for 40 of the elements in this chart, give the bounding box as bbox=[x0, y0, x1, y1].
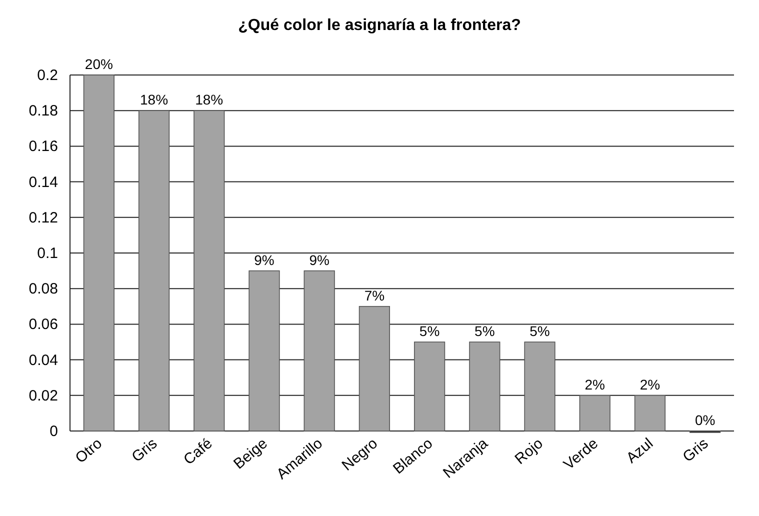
data-label: 2% bbox=[584, 376, 605, 392]
data-label: 18% bbox=[195, 92, 224, 108]
x-tick-label: Café bbox=[180, 435, 216, 468]
x-tick-label: Otro bbox=[72, 435, 106, 467]
y-tick-label: 0.08 bbox=[28, 280, 58, 298]
bar bbox=[579, 395, 610, 432]
bar bbox=[138, 110, 170, 432]
y-tick-label: 0.06 bbox=[28, 316, 58, 334]
bar bbox=[414, 342, 446, 432]
x-tick-label: Rojo bbox=[512, 435, 546, 468]
bar bbox=[194, 110, 225, 432]
bar bbox=[634, 395, 666, 432]
y-tick-label: 0.1 bbox=[37, 245, 58, 262]
data-label: 7% bbox=[364, 287, 385, 304]
y-tick-label: 0.02 bbox=[28, 387, 58, 404]
data-label: 9% bbox=[309, 252, 330, 268]
data-label: 0% bbox=[694, 412, 716, 428]
bar bbox=[469, 342, 500, 432]
y-tick-label: 0.18 bbox=[28, 102, 58, 120]
y-tick-label: 0.16 bbox=[28, 138, 58, 156]
x-tick-label: Gris bbox=[680, 435, 712, 466]
y-tick-label: 0.04 bbox=[28, 352, 58, 369]
x-tick-label: Gris bbox=[128, 435, 161, 466]
bar bbox=[358, 306, 390, 432]
data-label: 5% bbox=[530, 323, 550, 339]
y-tick-label: 0.2 bbox=[37, 67, 58, 84]
bar bbox=[304, 270, 335, 432]
data-label: 9% bbox=[254, 252, 274, 268]
bar bbox=[248, 270, 280, 432]
y-tick-label: 0.12 bbox=[28, 209, 58, 226]
data-label: 2% bbox=[640, 376, 660, 392]
chart-title: ¿Qué color le asignaría a la frontera? bbox=[238, 17, 521, 34]
data-label: 5% bbox=[474, 323, 495, 339]
data-label: 18% bbox=[140, 92, 168, 108]
bar bbox=[83, 74, 114, 432]
data-label: 20% bbox=[84, 56, 113, 72]
y-tick-label: 0 bbox=[50, 423, 58, 440]
bar bbox=[524, 342, 556, 432]
data-label: 5% bbox=[419, 323, 440, 339]
y-tick-label: 0.14 bbox=[28, 174, 58, 191]
